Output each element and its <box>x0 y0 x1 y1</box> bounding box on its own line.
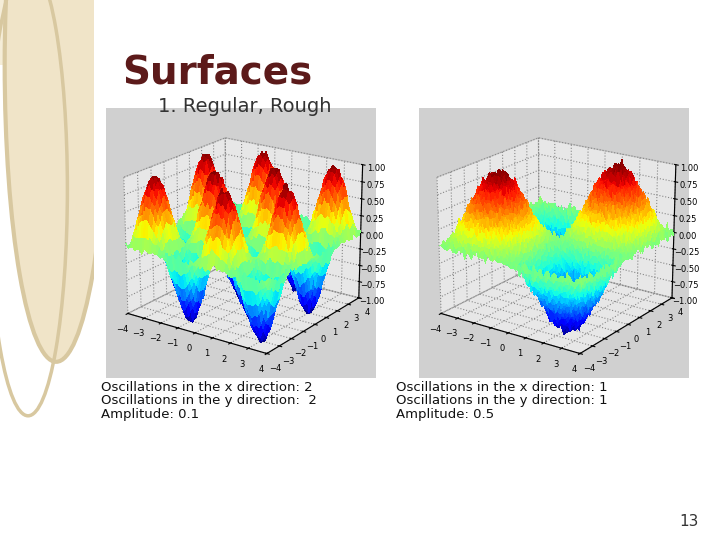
Text: Oscillations in the x direction: 2: Oscillations in the x direction: 2 <box>101 381 312 394</box>
Text: Oscillations in the y direction:  2: Oscillations in the y direction: 2 <box>101 394 317 407</box>
Text: Oscillations in the y direction: 1: Oscillations in the y direction: 1 <box>396 394 608 407</box>
Circle shape <box>4 0 108 362</box>
Text: Surfaces: Surfaces <box>122 54 312 92</box>
FancyBboxPatch shape <box>0 0 52 65</box>
Text: Oscillations in the x direction: 1: Oscillations in the x direction: 1 <box>396 381 608 394</box>
Text: 1. Regular, Rough: 1. Regular, Rough <box>158 97 332 116</box>
Text: Amplitude: 0.1: Amplitude: 0.1 <box>101 408 199 421</box>
Text: 13: 13 <box>679 514 698 529</box>
Text: Amplitude: 0.5: Amplitude: 0.5 <box>396 408 494 421</box>
